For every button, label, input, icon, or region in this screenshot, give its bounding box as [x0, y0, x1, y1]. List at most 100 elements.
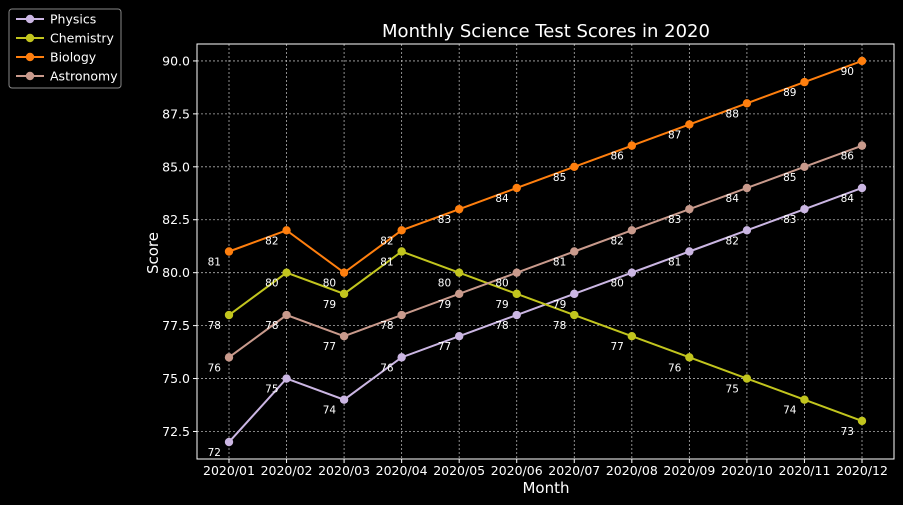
x-axis-ticks: 2020/01 2020/02 2020/03 2020/04 2020/05 2020/…: [203, 459, 888, 478]
legend-label: Physics: [50, 12, 96, 27]
data-point: [742, 183, 752, 193]
data-point: [742, 99, 752, 108]
data-point: [627, 268, 637, 277]
data-label: 78: [208, 320, 221, 332]
data-point: [224, 353, 234, 362]
data-label: 79: [553, 299, 566, 311]
data-label: 75: [726, 384, 739, 396]
x-tick-label: 2020/05: [433, 463, 485, 478]
data-point: [800, 77, 809, 87]
data-point: [627, 141, 637, 150]
data-label: 80: [438, 278, 451, 290]
data-point: [627, 226, 637, 235]
data-label: 86: [610, 151, 624, 163]
series-astronomy: [224, 141, 867, 362]
data-point: [800, 204, 809, 214]
data-point: [742, 226, 752, 235]
data-label: 77: [438, 341, 451, 353]
data-label: 82: [265, 235, 278, 247]
data-label: 82: [726, 235, 739, 247]
data-point: [224, 247, 234, 256]
data-point: [397, 247, 406, 256]
data-point: [282, 226, 291, 235]
data-point: [454, 289, 464, 299]
data-label: 90: [841, 66, 854, 78]
data-label: 88: [726, 108, 739, 120]
legend-swatch-marker: [25, 52, 35, 62]
data-point: [800, 395, 809, 404]
data-point: [224, 310, 234, 320]
y-tick-label: 80.0: [162, 265, 190, 280]
data-label: 83: [668, 214, 681, 226]
data-point: [512, 183, 521, 193]
chart-title: Monthly Science Test Scores in 2020: [382, 21, 710, 42]
data-label: 83: [783, 214, 796, 226]
data-label: 89: [783, 87, 796, 99]
data-label: 77: [610, 341, 623, 353]
grid: [197, 44, 894, 459]
data-point: [800, 162, 809, 172]
legend-label: Chemistry: [50, 31, 115, 46]
data-label: 76: [380, 362, 394, 374]
data-point: [570, 289, 579, 299]
x-tick-label: 2020/11: [778, 463, 830, 478]
x-tick-label: 2020/07: [548, 463, 600, 478]
data-point: [685, 247, 694, 256]
x-tick-label: 2020/09: [663, 463, 715, 478]
y-axis-label: Score: [144, 232, 162, 274]
data-label: 76: [208, 362, 222, 374]
y-tick-label: 90.0: [162, 53, 190, 68]
data-point: [282, 268, 291, 277]
data-label: 77: [323, 341, 336, 353]
data-label: 80: [323, 278, 336, 290]
data-point: [339, 331, 349, 341]
legend-swatch-marker: [25, 14, 35, 24]
data-point: [857, 183, 867, 193]
data-label: 72: [208, 447, 221, 459]
data-point: [339, 268, 349, 277]
data-point: [512, 310, 521, 320]
legend-item-biology: Biology: [16, 50, 97, 65]
data-point: [685, 120, 694, 129]
x-tick-label: 2020/10: [721, 463, 773, 478]
legend-item-chemistry: Chemistry: [16, 31, 115, 46]
data-point: [857, 56, 867, 66]
data-label: 80: [265, 278, 278, 290]
data-label: 85: [553, 172, 566, 184]
series-chemistry: [224, 247, 867, 426]
legend-item-physics: Physics: [16, 12, 96, 27]
data-label: 84: [495, 193, 509, 205]
data-point: [339, 289, 349, 299]
data-point: [570, 247, 579, 256]
data-label: 74: [783, 405, 797, 417]
data-labels: 72 75 74 76 77 78 79 80 81 82 83 84 78 80 79 81 80 79 78 77…: [208, 66, 855, 459]
data-label: 80: [495, 278, 508, 290]
data-point: [570, 162, 579, 172]
data-label: 81: [553, 257, 566, 269]
data-point: [454, 331, 464, 341]
data-label: 81: [208, 257, 221, 269]
data-label: 80: [610, 278, 623, 290]
x-tick-label: 2020/01: [203, 463, 255, 478]
series-line-astronomy: [228, 144, 863, 359]
y-axis-ticks: 72.5 75.0 77.5 80.0 82.5 85.0 87.5 90.0: [162, 53, 197, 439]
data-label: 84: [841, 193, 855, 205]
data-label: 75: [265, 384, 278, 396]
series-line-chemistry: [228, 250, 863, 422]
y-tick-label: 82.5: [162, 212, 190, 227]
data-label: 81: [668, 257, 681, 269]
data-label: 74: [323, 405, 337, 417]
data-point: [454, 204, 464, 214]
data-point: [397, 226, 406, 235]
data-label: 73: [841, 426, 854, 438]
legend-box: [8, 8, 122, 89]
x-tick-label: 2020/03: [318, 463, 370, 478]
data-point: [512, 268, 521, 277]
y-tick-label: 77.5: [162, 318, 190, 333]
data-point: [339, 395, 349, 404]
data-label: 82: [610, 235, 623, 247]
x-tick-label: 2020/12: [836, 463, 888, 478]
data-point: [742, 374, 752, 383]
x-tick-label: 2020/04: [376, 463, 428, 478]
